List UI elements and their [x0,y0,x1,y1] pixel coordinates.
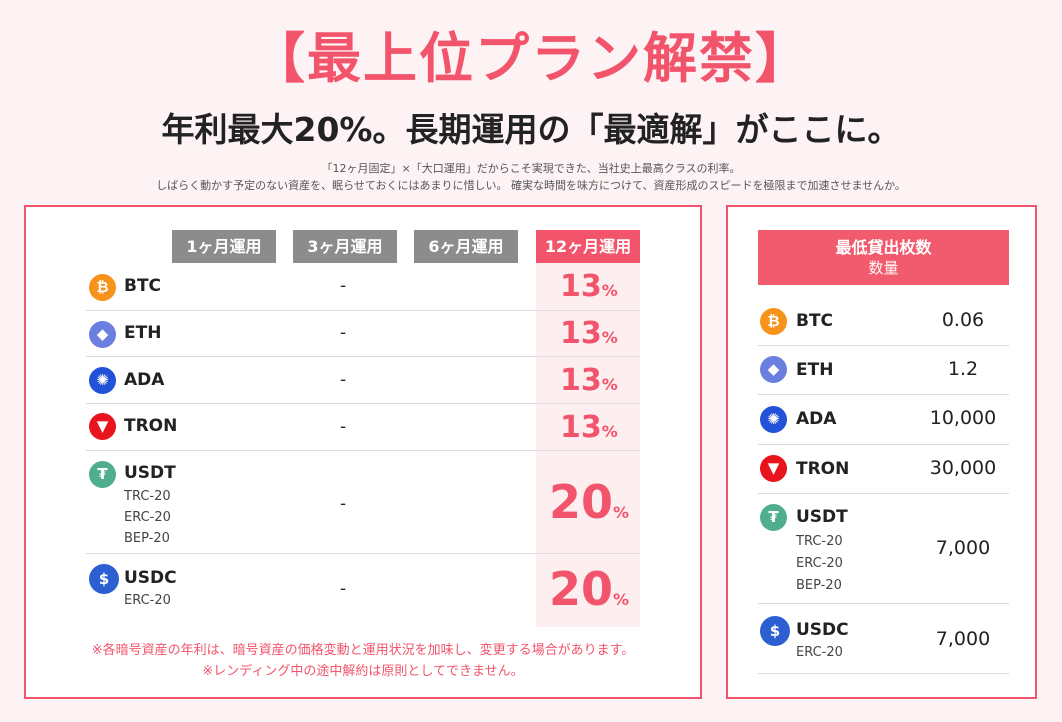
network-label: ERC-20 [796,556,843,571]
coin-name: ETH [796,360,834,380]
network-label: TRC-20 [124,489,171,504]
dash: - [340,417,347,437]
min-amount: 0.06 [941,309,985,331]
rate-number: 13 [560,269,602,304]
rate-row-eth: ◆ ETH - 13% [86,311,640,357]
usdc-icon: $ [760,616,790,646]
rate-value: 20% [549,562,629,616]
minimum-lending-title: 最低貸出枚数 [835,238,932,257]
disclaimer-rate-change: ※各暗号資産の年利は、暗号資産の価格変動と運用状況を加味し、変更する場合がありま… [91,643,635,658]
coin-name: USDT [124,463,176,483]
btc-icon: ₿ [89,274,116,301]
rate-value: 13% [560,269,618,304]
rate-row-usdc: $ USDC ERC-20 - 20% [86,554,640,627]
rate-number: 20 [549,562,614,616]
min-amount: 30,000 [929,457,997,479]
rate-number: 13 [560,410,602,445]
coin-name: BTC [796,311,834,331]
percent-symbol: % [613,503,630,522]
network-label: BEP-20 [124,531,170,546]
tab-12-month[interactable]: 12ヶ月運用 [536,230,640,263]
rate-value: 13% [560,363,618,398]
percent-symbol: % [613,590,630,609]
dash: - [340,370,347,390]
network-label: BEP-20 [796,578,842,593]
min-row-btc: ₿ BTC 0.06 [758,297,1009,346]
percent-symbol: % [601,422,618,441]
rate-row-ada: ✺ ADA - 13% [86,357,640,404]
rate-number: 13 [560,363,602,398]
coin-name: USDT [796,507,848,527]
rate-value: 13% [560,410,618,445]
network-list: TRC-20 ERC-20 BEP-20 [124,486,171,549]
percent-symbol: % [601,328,618,347]
min-row-tron: ▼ TRON 30,000 [758,445,1009,494]
dash: - [340,276,347,296]
coin-name: BTC [124,276,162,296]
description-line-2: しばらく動かす予定のない資産を、眠らせておくにはあまりに惜しい。 確実な時間を味… [156,179,906,192]
coin-name: ADA [796,409,837,429]
disclaimer-no-cancel: ※レンディング中の途中解約は原則としてできません。 [202,664,524,679]
dash: - [340,323,347,343]
network-list: TRC-20 ERC-20 BEP-20 [796,531,843,597]
eth-icon: ◆ [89,321,116,348]
min-amount: 7,000 [935,628,991,650]
btc-icon: ₿ [760,308,787,335]
rates-panel: 1ヶ月運用 3ヶ月運用 6ヶ月運用 12ヶ月運用 ₿ BTC - 13% ◆ E… [24,205,702,699]
coin-name: TRON [124,416,178,436]
coin-name: ETH [124,323,162,343]
network-label: TRC-20 [796,534,843,549]
network-label: ERC-20 [124,510,171,525]
tron-icon: ▼ [89,413,116,440]
rate-number: 20 [549,475,614,529]
usdc-icon: $ [89,564,119,594]
min-row-usdc: $ USDC ERC-20 7,000 [758,604,1009,674]
network-label: ERC-20 [124,593,171,608]
rate-number: 13 [560,316,602,351]
tab-3-month[interactable]: 3ヶ月運用 [293,230,397,263]
minimum-lending-panel: 最低貸出枚数 数量 ₿ BTC 0.06 ◆ ETH 1.2 ✺ ADA 10,… [726,205,1037,699]
network-label: ERC-20 [796,645,843,660]
coin-name: TRON [796,459,850,479]
minimum-lending-header: 最低貸出枚数 数量 [758,230,1009,285]
min-row-ada: ✺ ADA 10,000 [758,395,1009,445]
tab-6-month[interactable]: 6ヶ月運用 [414,230,518,263]
percent-symbol: % [601,375,618,394]
description: 「12ヶ月固定」×「大口運用」だからこそ実現できた、当社史上最高クラスの利率。 … [0,160,1062,194]
min-amount: 7,000 [935,537,991,559]
description-line-1: 「12ヶ月固定」×「大口運用」だからこそ実現できた、当社史上最高クラスの利率。 [321,162,741,175]
min-amount: 1.2 [947,358,979,380]
rate-value: 13% [560,316,618,351]
rate-row-usdt: ₮ USDT TRC-20 ERC-20 BEP-20 - 20% [86,451,640,554]
quantity-label: 数量 [868,259,899,277]
headline: 【最上位プラン解禁】 [251,27,811,90]
dash: - [340,579,347,599]
min-row-eth: ◆ ETH 1.2 [758,346,1009,395]
coin-name: ADA [124,370,165,390]
coin-name: USDC [796,620,849,640]
tab-1-month[interactable]: 1ヶ月運用 [172,230,276,263]
eth-icon: ◆ [760,356,787,383]
highlight-column [536,263,640,627]
ada-icon: ✺ [89,367,116,394]
min-row-usdt: ₮ USDT TRC-20 ERC-20 BEP-20 7,000 [758,494,1009,604]
rate-value: 20% [549,475,629,529]
dash: - [340,494,347,514]
rate-row-tron: ▼ TRON - 13% [86,404,640,451]
percent-symbol: % [601,281,618,300]
tron-icon: ▼ [760,455,787,482]
usdt-icon: ₮ [89,461,116,488]
rate-row-btc: ₿ BTC - 13% [86,263,640,311]
subheadline: 年利最大20%。長期運用の「最適解」がここに。 [161,110,901,149]
min-amount: 10,000 [929,407,997,429]
usdt-icon: ₮ [760,504,787,531]
ada-icon: ✺ [760,406,787,433]
coin-name: USDC [124,568,177,588]
